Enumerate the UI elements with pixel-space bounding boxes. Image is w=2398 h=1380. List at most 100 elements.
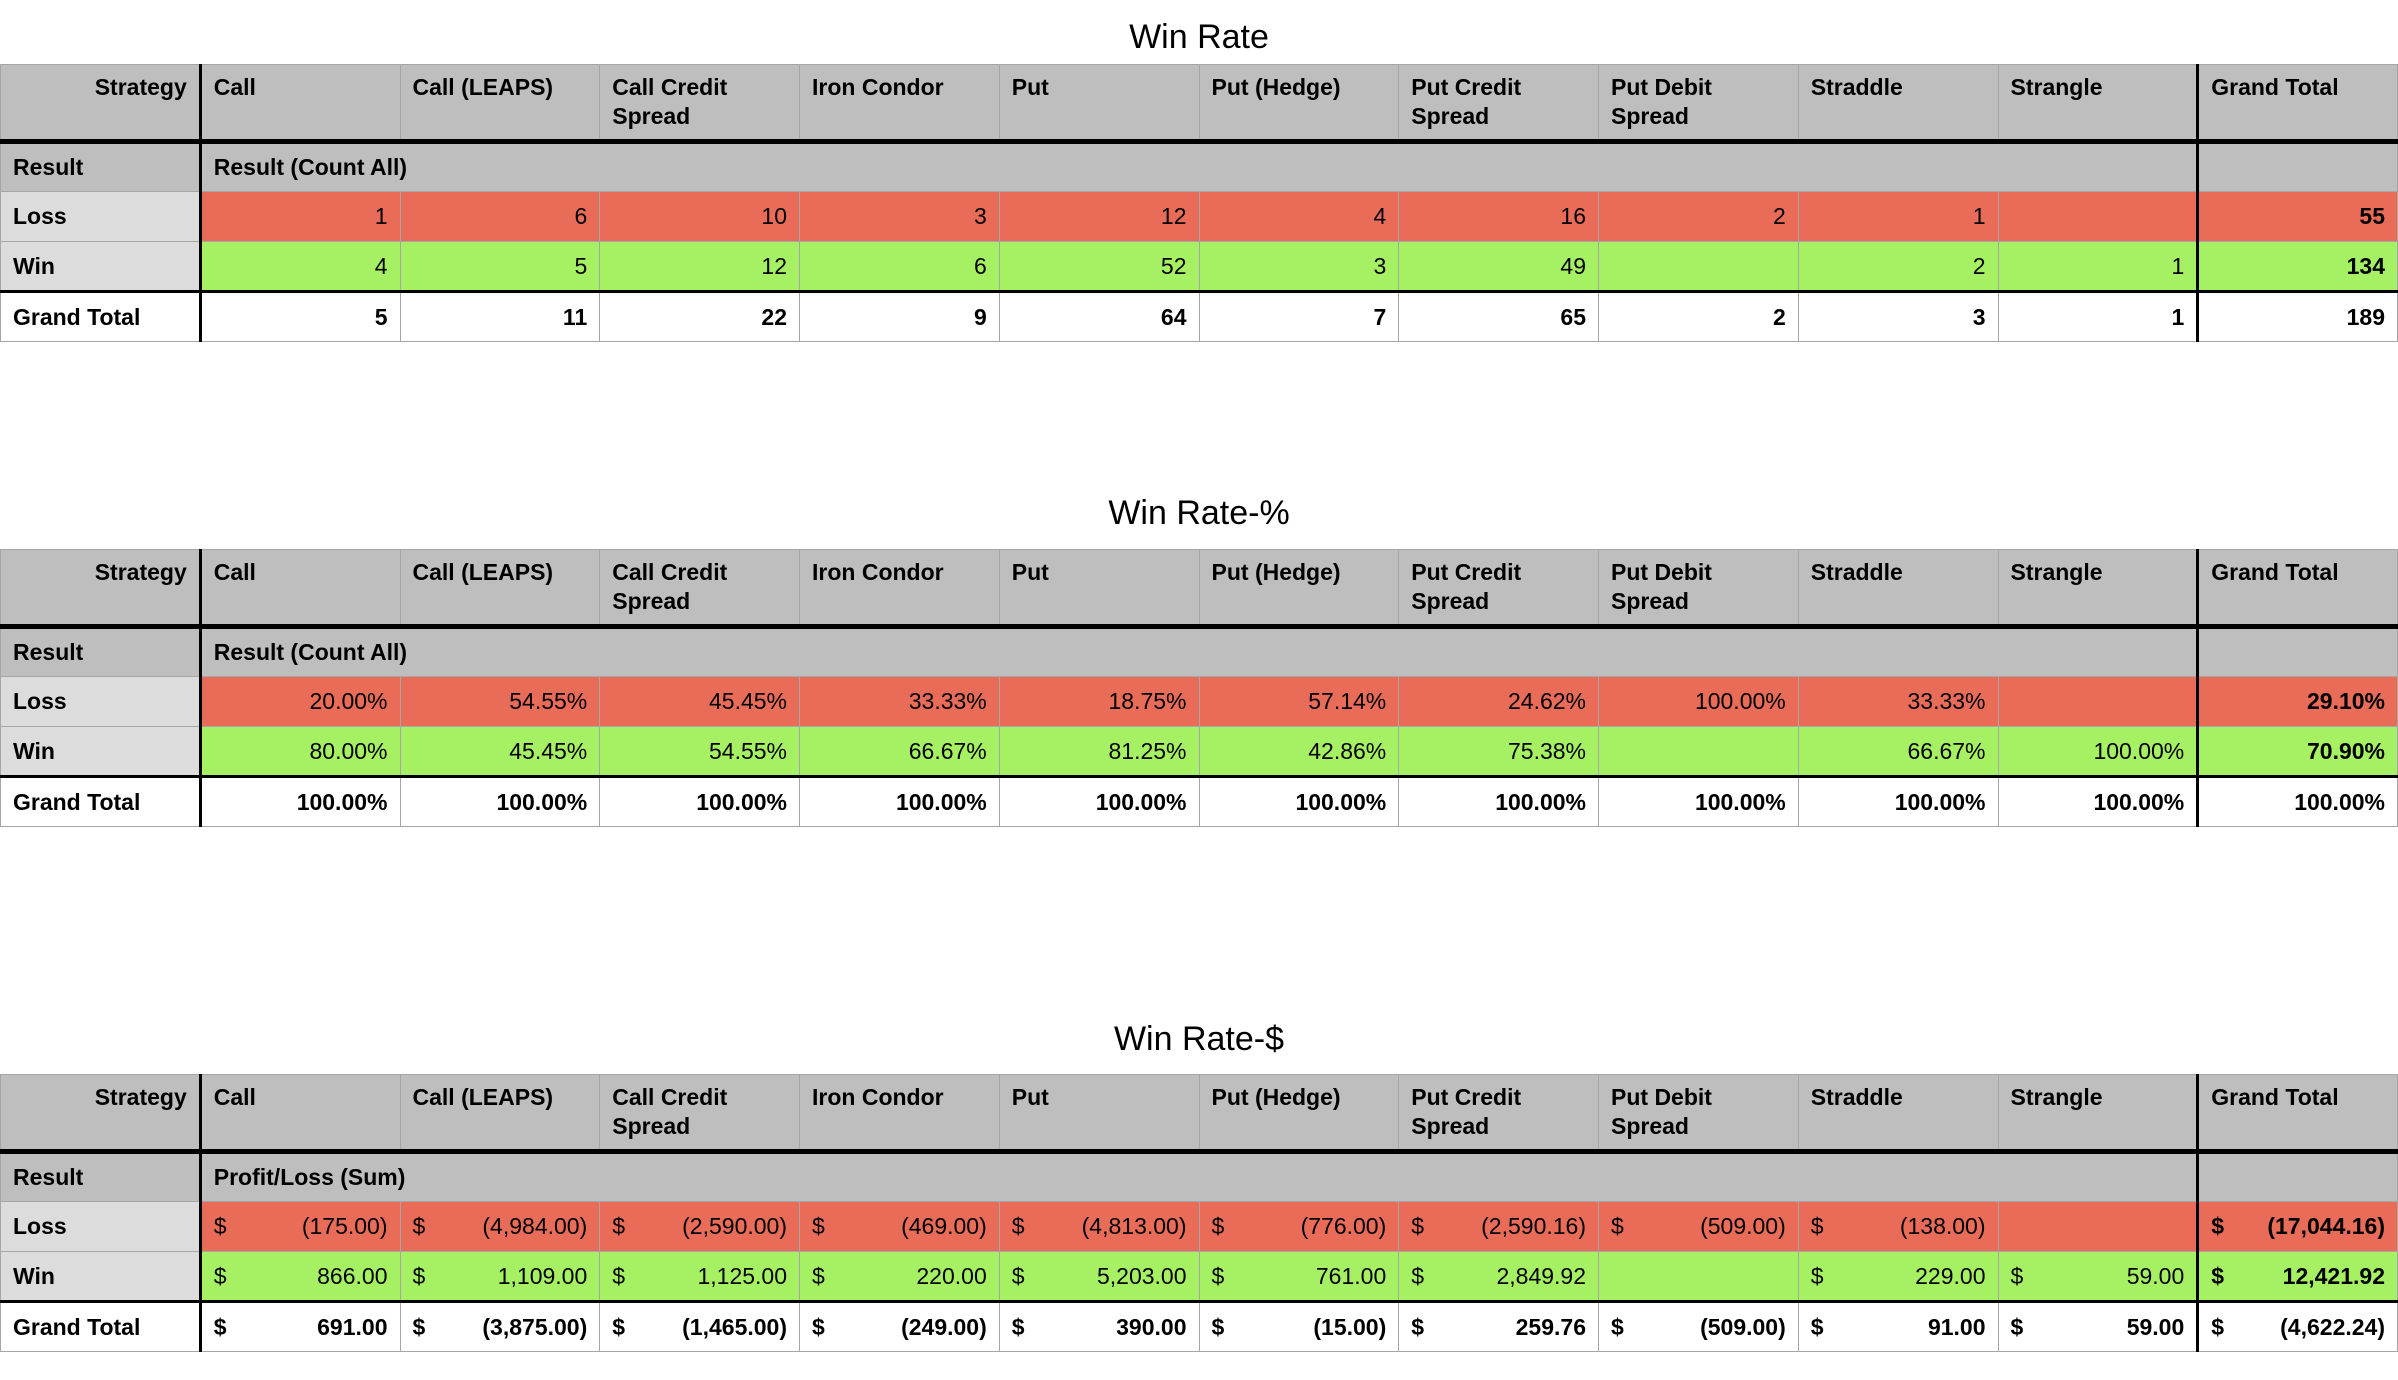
pivot-table: Strategy Call Call (LEAPS) Call Credit Spre…: [0, 1074, 2398, 1352]
value-cell: 2: [1598, 191, 1799, 242]
row-label-cell: Grand Total: [0, 290, 202, 342]
value-cell: 66.67%: [799, 726, 1000, 777]
value-cell: 9: [799, 290, 1000, 342]
value-cell: $ (509.00): [1598, 1300, 1799, 1352]
value-cell: $691.00: [199, 1300, 401, 1352]
value-cell: 54.55%: [399, 676, 601, 727]
result-row: Result Profit/Loss (Sum): [0, 1151, 2398, 1202]
value-cell: $ (2,590.16): [1398, 1201, 1599, 1252]
value-cell: 100.00%: [1997, 726, 2199, 777]
amount: (138.00): [1899, 1213, 1986, 1239]
value-cell: $91.00: [1797, 1300, 1999, 1352]
column-header-cell: Strangle: [1997, 64, 2199, 144]
value-cell: 100.00%: [1198, 775, 1400, 827]
value-cell: $5,203.00: [998, 1251, 1200, 1302]
amount: (249.00): [901, 1313, 987, 1340]
column-header-cell: Straddle: [1797, 549, 1999, 629]
header-row: Strategy Call Call (LEAPS) Call Credit Spre…: [0, 64, 2398, 144]
value-cell: $ (138.00): [1797, 1201, 1999, 1252]
value-cell: 100.00%: [599, 775, 800, 827]
row-label-cell: Grand Total: [0, 775, 202, 827]
currency-symbol: $: [1211, 1213, 1225, 1239]
amount: (509.00): [1700, 1213, 1786, 1239]
result-row-label-cell: Result: [0, 141, 202, 192]
currency-symbol: $: [812, 1313, 825, 1340]
value-cell: $390.00: [998, 1300, 1200, 1352]
grand-total-row: Grand Total 100.00% 100.00% 100.00% 100.00% 1…: [0, 775, 2398, 827]
amount: 220.00: [916, 1262, 987, 1289]
currency-symbol: $: [1411, 1313, 1425, 1340]
value-cell: 10: [599, 191, 800, 242]
currency-symbol: $: [412, 1213, 426, 1239]
value-cell: 100.00%: [1598, 775, 1799, 827]
value-cell: 33.33%: [799, 676, 1000, 727]
value-cell: 52: [998, 241, 1200, 292]
value-cell: $59.00: [1997, 1300, 2199, 1352]
value-cell: $ (3,875.00): [399, 1300, 601, 1352]
amount: 229.00: [1915, 1262, 1986, 1289]
value-cell: 4: [199, 241, 401, 292]
value-cell: 5: [399, 241, 601, 292]
column-header-cell: Put (Hedge): [1198, 1074, 1400, 1154]
pivot-table: Strategy Call Call (LEAPS) Call Credit Spre…: [0, 549, 2398, 827]
column-header-cell: Call (LEAPS): [399, 549, 601, 629]
currency-symbol: $: [1411, 1213, 1425, 1239]
value-cell: [1598, 1251, 1799, 1302]
value-cell: [1997, 1201, 2199, 1252]
grand-total-value-cell: 29.10%: [2196, 676, 2398, 727]
grand-total-value-cell: 134: [2196, 241, 2398, 292]
value-cell: 64: [998, 290, 1200, 342]
amount: 390.00: [1116, 1313, 1187, 1340]
pivot-table-section: Win Rate Strategy Call Call (LEAPS) Call Cre…: [0, 14, 2398, 342]
value-cell: 100.00%: [1797, 775, 1999, 827]
column-header-cell: Straddle: [1797, 1074, 1999, 1154]
result-grand-total-cell: [2196, 626, 2398, 677]
value-cell: $866.00: [199, 1251, 401, 1302]
table-header: Strategy Call Call (LEAPS) Call Credit Spre…: [0, 64, 2398, 144]
amount: 761.00: [1315, 1262, 1387, 1289]
value-cell: 1: [1997, 241, 2199, 292]
value-cell: $229.00: [1797, 1251, 1999, 1302]
currency-symbol: $: [1011, 1262, 1025, 1289]
currency-symbol: $: [812, 1213, 825, 1239]
result-row-label-cell: Result: [0, 1151, 202, 1202]
column-header-cell: Put Credit Spread: [1398, 1074, 1599, 1154]
column-header-cell: Call (LEAPS): [399, 1074, 601, 1154]
value-cell: 100.00%: [1398, 775, 1599, 827]
amount: (3,875.00): [482, 1313, 588, 1340]
value-cell: 12: [599, 241, 800, 292]
table-body: Result Result (Count All) Loss 1 6 10 3 12 4 16 2 1…: [0, 141, 2398, 342]
value-cell: [1997, 676, 2199, 727]
amount: (1,465.00): [682, 1313, 787, 1340]
column-header-cell: Call (LEAPS): [399, 64, 601, 144]
row-label-cell: Loss: [0, 191, 202, 242]
value-cell: $ (2,590.00): [599, 1201, 800, 1252]
pivot-tables-page: Win Rate Strategy Call Call (LEAPS) Call Cre…: [0, 14, 2398, 1352]
column-header-cell: Call Credit Spread: [599, 549, 800, 629]
amount: 59.00: [2126, 1262, 2185, 1289]
row-label-cell: Win: [0, 1251, 202, 1302]
column-header-cell: Put Debit Spread: [1598, 549, 1799, 629]
win-row: Win 4 5 12 6 52 3 49 2 1 134: [0, 241, 2398, 292]
amount: 1,109.00: [497, 1262, 588, 1289]
amount: 259.76: [1515, 1313, 1586, 1340]
value-cell: 100.00%: [1997, 775, 2199, 827]
grand-total-row: Grand Total 5 11 22 9 64 7 65 2 3 1 189: [0, 290, 2398, 342]
value-cell: 75.38%: [1398, 726, 1599, 777]
value-cell: 3: [799, 191, 1000, 242]
currency-symbol: $: [612, 1313, 626, 1340]
value-cell: 100.00%: [199, 775, 401, 827]
value-cell: 66.67%: [1797, 726, 1999, 777]
value-cell: 22: [599, 290, 800, 342]
currency-symbol: $: [812, 1262, 825, 1289]
amount: (4,984.00): [482, 1213, 588, 1239]
column-header-cell: Put Debit Spread: [1598, 1074, 1799, 1154]
value-cell: 1: [1797, 191, 1999, 242]
corner-header-cell: Strategy: [0, 549, 202, 629]
currency-symbol: $: [213, 1262, 227, 1289]
currency-symbol: $: [1011, 1313, 1025, 1340]
value-cell: 3: [1198, 241, 1400, 292]
value-cell: 65: [1398, 290, 1599, 342]
value-cell: $1,109.00: [399, 1251, 601, 1302]
amount: (509.00): [1700, 1313, 1786, 1340]
